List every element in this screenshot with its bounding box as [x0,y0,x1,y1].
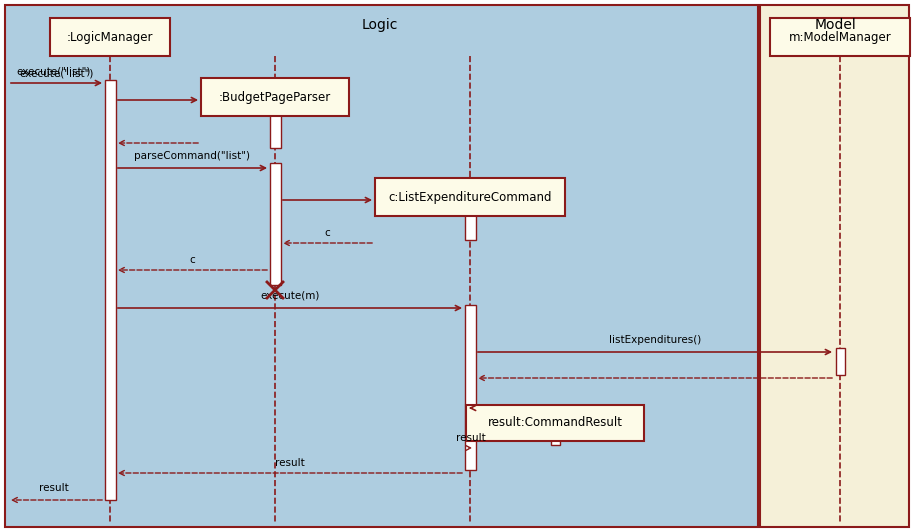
Bar [466,405,644,441]
Text: result: result [39,483,69,493]
Text: result: result [275,458,305,468]
Text: c:ListExpenditureCommand: c:ListExpenditureCommand [388,190,552,204]
Text: Logic: Logic [362,18,399,32]
Bar [5,5,758,527]
Text: m:ModelManager: m:ModelManager [789,30,891,44]
Text: result: result [455,433,485,443]
Bar [104,80,115,500]
Bar [270,100,281,148]
Text: parseCommand("list"): parseCommand("list") [134,151,250,161]
Text: c: c [324,228,330,238]
Bar [201,78,349,116]
Bar [375,178,565,216]
Bar [270,163,281,285]
Text: execute(m): execute(m) [260,291,320,301]
Text: execute("list"): execute("list") [16,67,91,77]
Text: :LogicManager: :LogicManager [67,30,154,44]
Bar [464,197,475,240]
Bar [770,18,910,56]
Bar [550,407,559,445]
Bar [464,305,475,470]
Text: c: c [189,255,196,265]
Text: Model: Model [814,18,856,32]
Text: result:CommandResult: result:CommandResult [487,417,622,429]
Bar [760,5,909,527]
Text: listExpenditures(): listExpenditures() [609,335,701,345]
Bar [835,348,845,375]
Text: :BudgetPageParser: :BudgetPageParser [218,90,331,104]
Text: execute("list"): execute("list") [19,68,94,78]
Bar [50,18,170,56]
